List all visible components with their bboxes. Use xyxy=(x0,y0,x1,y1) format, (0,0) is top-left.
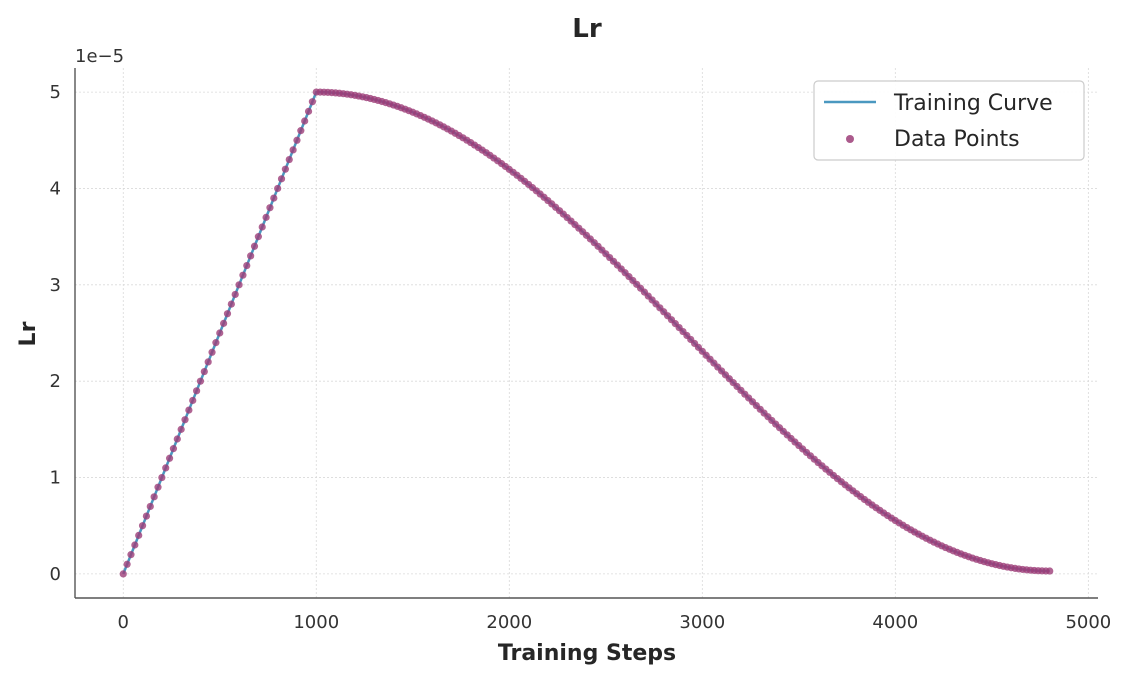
data-point xyxy=(266,204,274,212)
data-point xyxy=(243,261,251,270)
data-point xyxy=(162,464,170,472)
data-point xyxy=(227,300,235,308)
data-point xyxy=(185,406,193,414)
data-point xyxy=(127,551,135,559)
y-tick-label: 1 xyxy=(50,468,61,489)
data-point xyxy=(301,117,309,125)
data-point xyxy=(189,396,197,405)
y-tick-label: 3 xyxy=(50,275,61,296)
training-curve-line xyxy=(122,90,1050,575)
data-point xyxy=(150,493,158,501)
data-point xyxy=(258,223,266,231)
data-point xyxy=(293,136,301,144)
data-point xyxy=(146,502,154,511)
data-point xyxy=(1046,567,1054,575)
data-point xyxy=(119,570,127,578)
data-point xyxy=(308,98,317,106)
data-point xyxy=(277,175,286,183)
chart-title: Lr xyxy=(572,14,602,44)
data-point xyxy=(142,512,151,520)
data-point xyxy=(135,531,143,539)
data-point xyxy=(297,127,305,135)
y-tick-label: 2 xyxy=(50,371,61,392)
data-point xyxy=(193,387,201,395)
data-point xyxy=(231,290,239,299)
x-tick-label: 5000 xyxy=(1065,612,1111,633)
data-point xyxy=(223,310,232,318)
data-point xyxy=(220,319,228,327)
legend-label-training-curve: Training Curve xyxy=(893,91,1053,116)
data-point xyxy=(285,155,293,164)
legend: Training Curve Data Points xyxy=(813,80,1085,161)
x-tick-label: 2000 xyxy=(486,612,532,633)
data-points-layer xyxy=(119,88,1054,578)
data-point xyxy=(216,329,224,337)
data-point xyxy=(165,454,174,462)
x-tick-label: 0 xyxy=(118,612,129,633)
data-point xyxy=(212,339,220,347)
data-point xyxy=(196,377,205,385)
x-tick-label: 4000 xyxy=(872,612,918,633)
data-point xyxy=(235,281,243,289)
training-curve-layer xyxy=(122,90,1050,575)
legend-dot-swatch xyxy=(846,135,854,143)
data-point xyxy=(200,367,208,376)
data-point xyxy=(204,358,212,366)
data-point xyxy=(173,435,181,443)
data-point xyxy=(158,473,166,482)
data-point xyxy=(274,184,282,193)
legend-frame xyxy=(813,80,1085,161)
data-point xyxy=(131,541,139,549)
tick-labels: 0 1000 2000 3000 4000 5000 0 1 2 3 4 5 xyxy=(50,82,1112,633)
y-tick-label: 0 xyxy=(50,564,61,585)
y-axis-label: Lr xyxy=(16,321,41,346)
y-tick-label: 5 xyxy=(50,82,61,103)
data-point xyxy=(123,560,131,568)
data-point xyxy=(138,522,147,530)
data-point xyxy=(177,425,185,433)
legend-label-data-points: Data Points xyxy=(894,127,1020,152)
x-axis-label: Training Steps xyxy=(498,641,676,666)
y-axis-offset-label: 1e−5 xyxy=(75,46,124,67)
data-point xyxy=(239,271,247,279)
data-point xyxy=(154,483,162,491)
axes-spines xyxy=(74,68,1098,599)
data-point xyxy=(250,242,259,250)
data-point xyxy=(254,233,262,241)
data-point xyxy=(289,146,297,154)
data-point xyxy=(304,107,313,115)
x-tick-label: 3000 xyxy=(679,612,725,633)
data-point xyxy=(208,348,216,356)
data-point xyxy=(270,194,278,202)
x-tick-label: 1000 xyxy=(293,612,339,633)
data-point xyxy=(281,165,289,173)
data-point xyxy=(169,445,178,453)
y-tick-label: 4 xyxy=(50,178,61,199)
data-point xyxy=(247,252,255,260)
data-point xyxy=(262,213,270,221)
data-point xyxy=(181,416,189,424)
